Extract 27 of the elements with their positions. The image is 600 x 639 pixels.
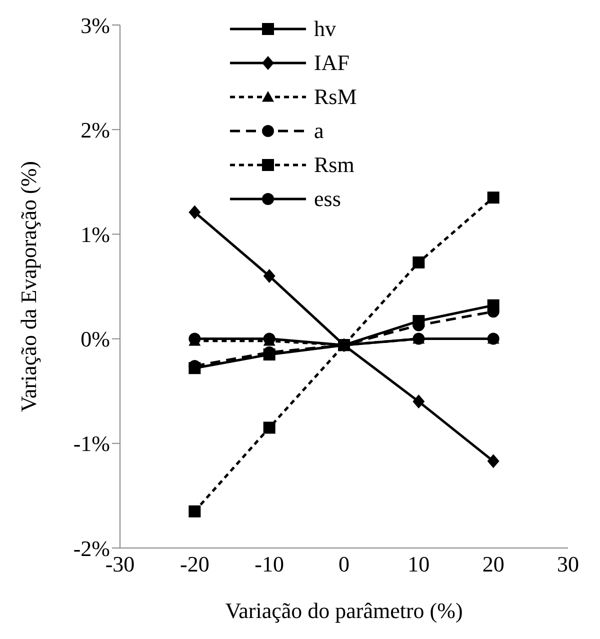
x-axis-title: Variação do parâmetro (%) <box>225 598 463 623</box>
legend-label: ess <box>314 185 341 213</box>
legend-label: Rsm <box>314 151 354 179</box>
point <box>188 205 201 220</box>
y-tick-label: 1% <box>80 222 110 248</box>
legend-label: a <box>314 117 324 145</box>
y-tick-label: -1% <box>73 431 110 456</box>
x-tick-label: 0 <box>338 552 350 577</box>
y-tick-label: 0% <box>80 326 110 352</box>
point <box>263 269 276 284</box>
y-tick-label: 2% <box>80 117 110 142</box>
point <box>487 454 500 468</box>
legend-label: RsM <box>314 83 357 111</box>
x-tick-label: -10 <box>254 552 284 577</box>
x-tick-label: 20 <box>482 552 504 577</box>
point <box>412 394 425 409</box>
point <box>188 505 201 518</box>
legend-label: hv <box>314 15 336 43</box>
y-axis-title: Variação da Evaporação (%) <box>16 160 41 412</box>
point <box>487 192 500 204</box>
x-tick-label: 30 <box>557 552 579 577</box>
point <box>412 256 425 268</box>
legend-label: IAF <box>314 49 350 77</box>
y-tick-label: 3% <box>80 12 110 38</box>
x-tick-label: -20 <box>180 552 210 577</box>
point <box>263 422 276 434</box>
x-tick-label: 10 <box>408 552 430 577</box>
